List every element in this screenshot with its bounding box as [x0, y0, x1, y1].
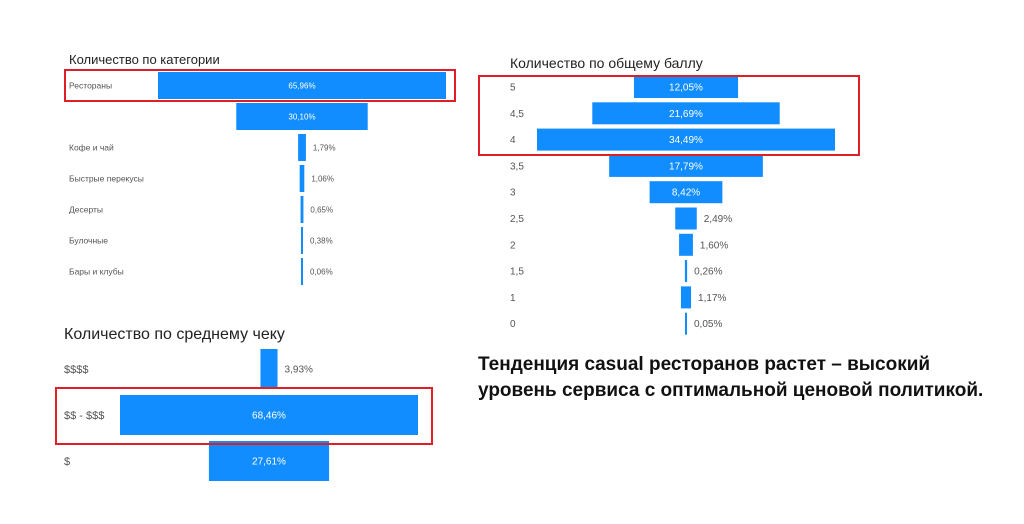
check-value-label-1: 68,46%	[252, 411, 286, 422]
check-bar-0	[260, 349, 278, 389]
category-funnel-chart: Рестораны 65,96% 30,10% Кофе и чай 1,79% Быст…	[69, 72, 446, 285]
category-category-label-5: Булочные	[69, 235, 108, 245]
category-bar-3	[299, 165, 305, 192]
score-category-label-3: 3,5	[510, 161, 524, 172]
category-bar-0	[158, 72, 446, 99]
category-bar-1	[236, 103, 368, 130]
category-value-label-4: 0,65%	[310, 205, 333, 214]
category-value-label-3: 1,06%	[311, 174, 334, 183]
score-value-label-7: 0,26%	[694, 267, 722, 278]
score-category-label-0: 5	[510, 83, 516, 94]
check-highlight-box	[55, 387, 433, 445]
category-value-label-5: 0,38%	[310, 236, 333, 245]
score-category-label-5: 2,5	[510, 214, 524, 225]
check-value-label-2: 27,61%	[252, 457, 286, 468]
score-category-label-8: 1	[510, 293, 516, 304]
score-bar-2	[537, 128, 835, 151]
score-value-label-9: 0,05%	[694, 319, 722, 330]
category-bar-6	[301, 258, 303, 285]
category-bar-5	[301, 227, 303, 254]
score-bar-4	[649, 181, 723, 204]
category-value-label-2: 1,79%	[313, 143, 336, 152]
category-highlight-box	[64, 69, 456, 102]
score-value-label-4: 8,42%	[672, 188, 700, 199]
category-category-label-0: Рестораны	[69, 80, 112, 90]
score-bar-9	[685, 312, 687, 335]
score-category-label-6: 2	[510, 240, 516, 251]
check-funnel-chart: $$$$ 3,93% $$ - $$$ 68,46% $ 27,61%	[64, 349, 418, 481]
check-value-label-0: 3,93%	[285, 365, 313, 376]
score-category-label-2: 4	[510, 135, 516, 146]
score-bar-0	[633, 76, 739, 98]
check-chart-title: Количество по среднему чеку	[64, 326, 285, 343]
check-category-label-1: $$ - $$$	[64, 410, 104, 422]
score-value-label-0: 12,05%	[669, 83, 703, 94]
insight-caption: Тенденция casual ресторанов растет – выс…	[478, 354, 984, 401]
score-value-label-6: 1,60%	[700, 240, 728, 251]
category-bar-2	[298, 134, 306, 161]
score-bar-6	[679, 233, 693, 256]
score-value-label-2: 34,49%	[669, 135, 703, 146]
check-bar-2	[208, 441, 330, 481]
category-category-label-4: Десерты	[69, 204, 103, 214]
score-category-label-1: 4,5	[510, 109, 524, 120]
category-category-label-2: Кофе и чай	[69, 142, 114, 152]
check-category-label-2: $	[64, 456, 70, 468]
category-chart-title: Количество по категории	[69, 52, 220, 67]
category-category-label-3: Быстрые перекусы	[69, 173, 144, 183]
score-value-label-8: 1,17%	[698, 293, 726, 304]
category-value-label-0: 65,96%	[288, 81, 315, 90]
check-bar-1	[120, 395, 418, 435]
score-value-label-5: 2,49%	[704, 214, 732, 225]
score-bar-1	[592, 102, 780, 125]
score-chart-title: Количество по общему баллу	[510, 55, 703, 71]
check-category-label-0: $$$$	[64, 364, 88, 376]
category-category-label-6: Бары и клубы	[69, 266, 124, 276]
score-value-label-3: 17,79%	[669, 161, 703, 172]
category-value-label-1: 30,10%	[288, 112, 315, 121]
category-value-label-6: 0,06%	[310, 267, 333, 276]
score-funnel-chart: 5 12,05% 4,5 21,69% 4 34,49% 3,5 17,79% 3 8,42% 2,…	[510, 76, 835, 335]
score-bar-5	[675, 207, 697, 230]
score-value-label-1: 21,69%	[669, 109, 703, 120]
score-highlight-box	[478, 75, 860, 156]
score-category-label-7: 1,5	[510, 267, 524, 278]
score-bar-7	[684, 260, 688, 283]
score-bar-3	[609, 154, 763, 177]
score-category-label-9: 0	[510, 319, 516, 330]
score-category-label-4: 3	[510, 188, 516, 199]
category-bar-4	[300, 196, 304, 223]
score-bar-8	[680, 286, 692, 309]
